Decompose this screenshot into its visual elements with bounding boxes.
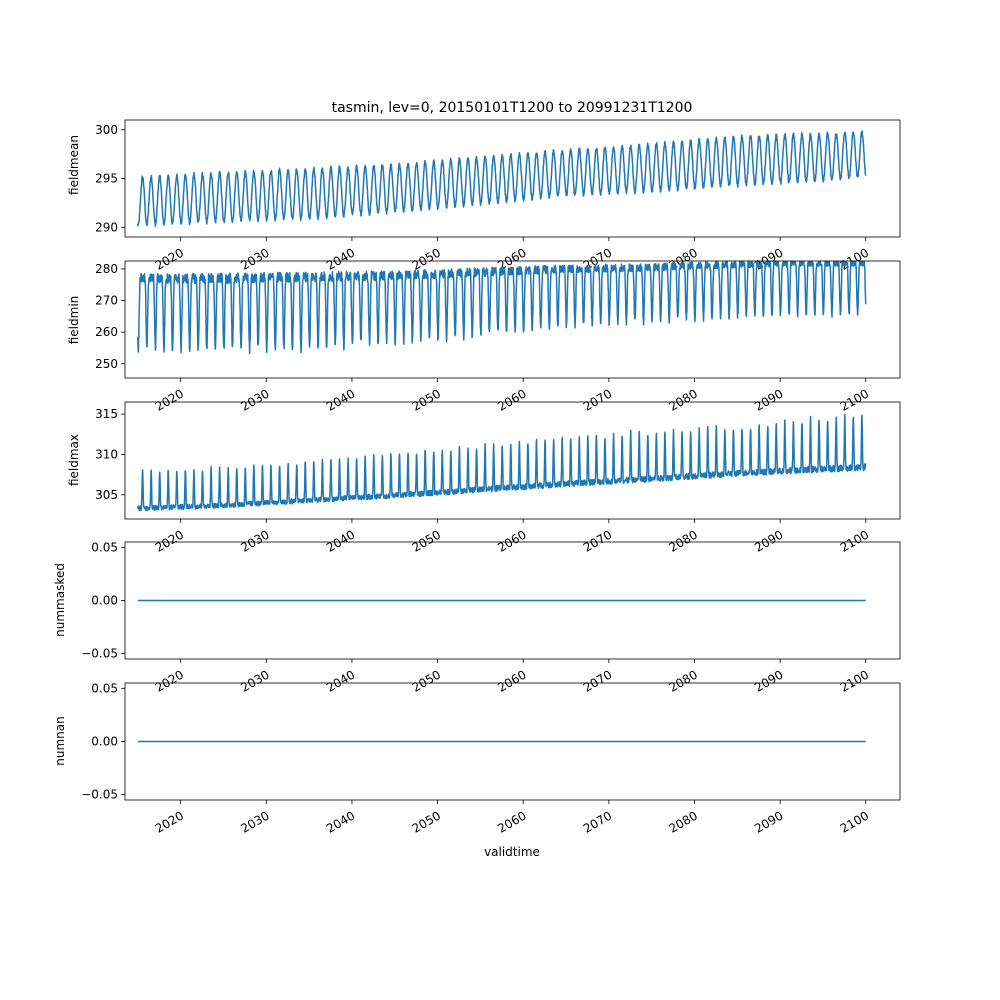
y-tick-label: 310: [95, 447, 118, 461]
y-tick-label: 280: [95, 262, 118, 276]
y-tick-label: −0.05: [81, 788, 118, 802]
y-tick-label: 0.00: [91, 594, 118, 608]
y-axis-label-nummasked: nummasked: [53, 563, 67, 637]
y-tick-label: 315: [95, 407, 118, 421]
y-tick-label: 0.05: [91, 681, 118, 695]
y-tick-label: 250: [95, 357, 118, 371]
y-tick-label: 270: [95, 294, 118, 308]
y-tick-label: −0.05: [81, 647, 118, 661]
y-axis-label-fieldmean: fieldmean: [67, 135, 81, 195]
y-tick-label: 300: [95, 123, 118, 137]
y-tick-label: 0.00: [91, 735, 118, 749]
series-line-fieldmax: [137, 413, 867, 512]
figure-title: tasmin, lev=0, 20150101T1200 to 20991231…: [332, 100, 693, 116]
x-axis-label: validtime: [484, 845, 540, 859]
axes-frame-fieldmin: [124, 260, 901, 379]
y-axis-label-fieldmax: fieldmax: [67, 434, 81, 486]
series-line-fieldmin: [137, 261, 867, 355]
y-tick-label: 295: [95, 172, 118, 186]
y-tick-label: 305: [95, 488, 118, 502]
y-tick-label: 0.05: [91, 540, 118, 554]
y-axis-label-fieldmin: fieldmin: [67, 296, 81, 345]
y-tick-label: 260: [95, 325, 118, 339]
y-axis-label-numnan: numnan: [53, 716, 67, 765]
axes-frame-fieldmax: [124, 401, 901, 520]
series-line-fieldmean: [137, 130, 867, 228]
y-tick-label: 290: [95, 220, 118, 234]
